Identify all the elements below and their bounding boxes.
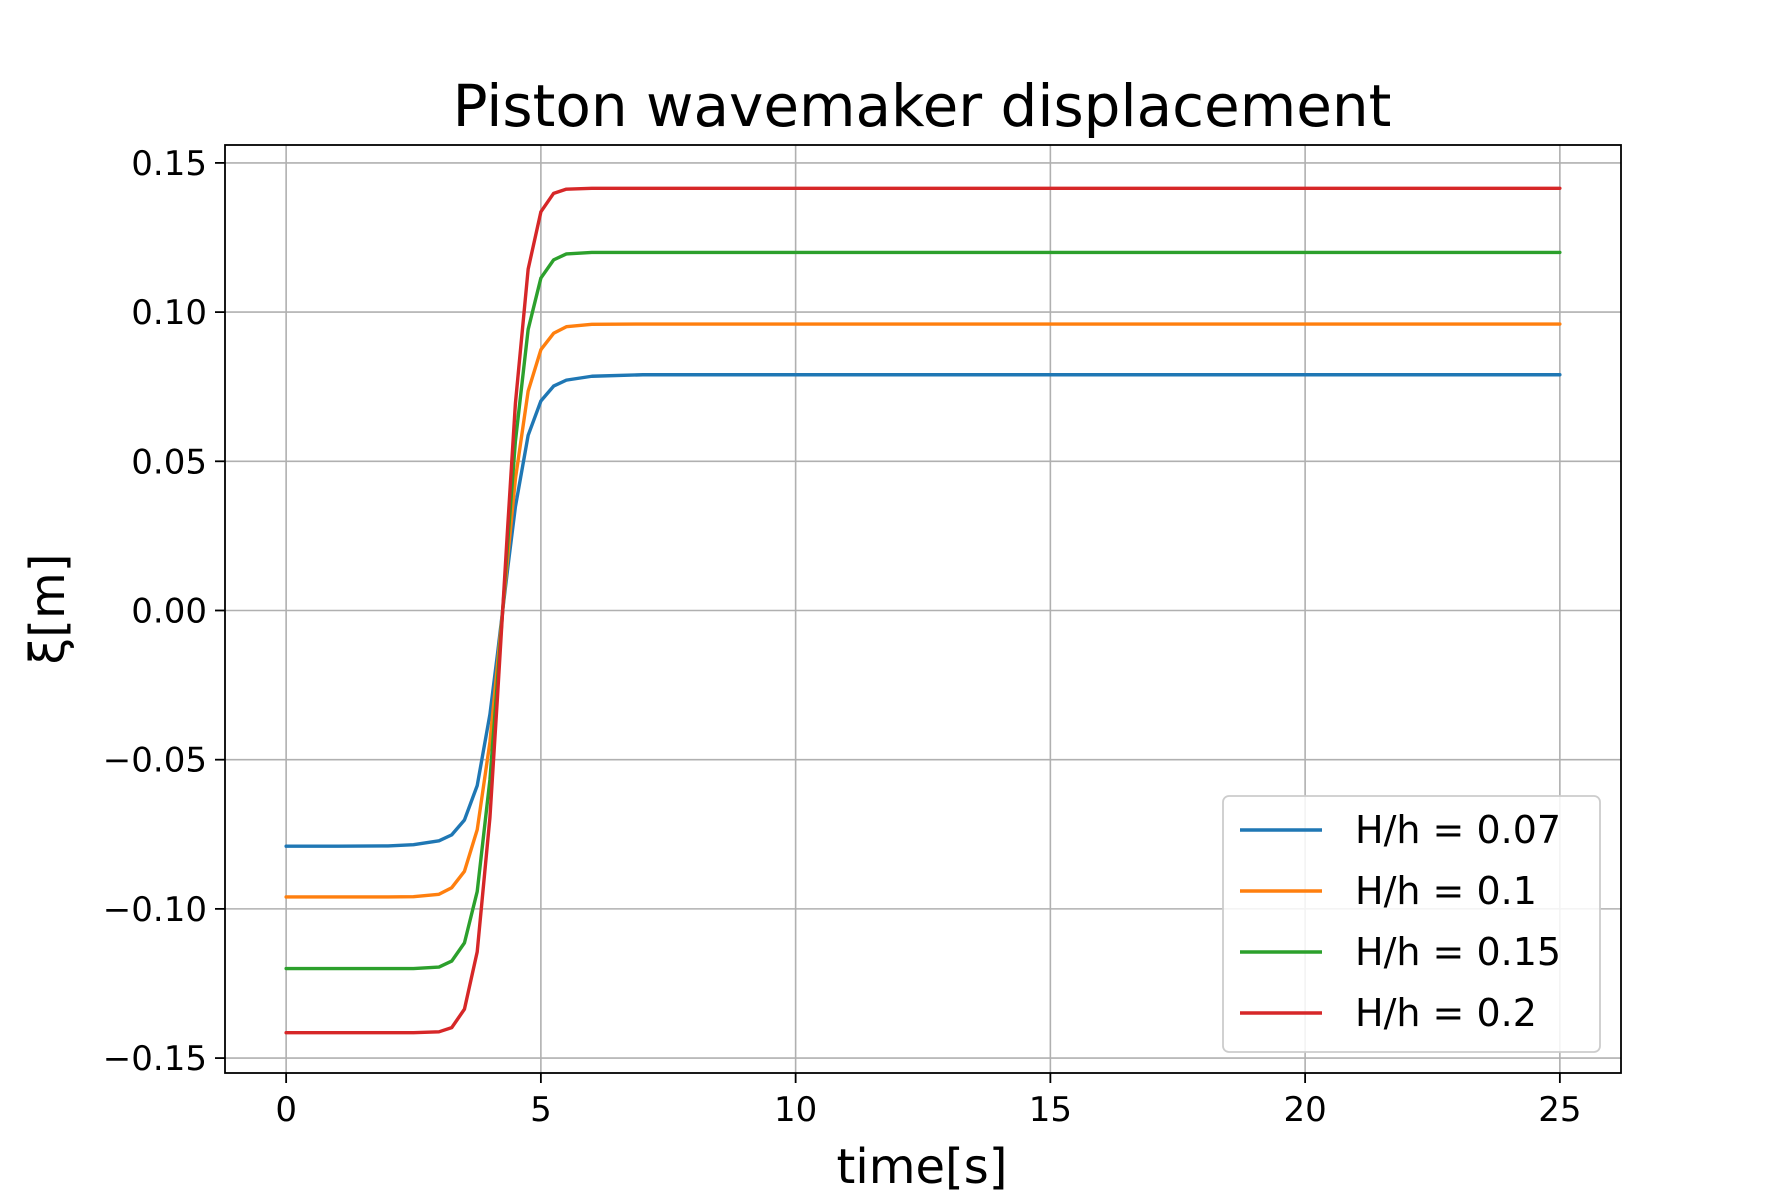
x-tick-label: 0 [275, 1090, 297, 1130]
plot-frame [224, 144, 1622, 1074]
x-tick-label: 20 [1283, 1090, 1326, 1130]
series-line-4 [284, 186, 1562, 1035]
x-tick-label: 10 [774, 1090, 817, 1130]
series-layer [284, 186, 1562, 1035]
legend: H/h = 0.07 H/h = 0.1 H/h = 0.15 H/h = 0.2 [1222, 795, 1601, 1053]
legend-label-3: H/h = 0.15 [1355, 930, 1561, 974]
x-axis-label: time[s] [837, 1139, 1008, 1195]
x-tick-label: 25 [1538, 1090, 1581, 1130]
x-tick-label: 15 [1029, 1090, 1072, 1130]
y-tick-label: 0.00 [131, 591, 207, 631]
y-axis: −0.15 −0.10 −0.05 0.00 0.05 0.10 0.15 [103, 144, 225, 1079]
y-tick-label: −0.05 [103, 741, 207, 781]
legend-label-4: H/h = 0.2 [1355, 991, 1537, 1035]
chart-title: Piston wavemaker displacement [453, 72, 1392, 140]
legend-label-2: H/h = 0.1 [1355, 869, 1537, 913]
x-axis: 0 5 10 15 20 25 [275, 1073, 1581, 1130]
y-tick-label: −0.10 [103, 890, 207, 930]
legend-label-1: H/h = 0.07 [1355, 808, 1561, 852]
y-tick-label: 0.10 [131, 293, 207, 333]
y-tick-label: 0.05 [131, 442, 207, 482]
legend-box [1222, 795, 1601, 1053]
x-tick-label: 5 [530, 1090, 552, 1130]
grid [225, 145, 1621, 1073]
y-axis-label: ξ[m] [20, 554, 76, 665]
y-tick-label: −0.15 [103, 1039, 207, 1079]
y-tick-label: 0.15 [131, 144, 207, 184]
